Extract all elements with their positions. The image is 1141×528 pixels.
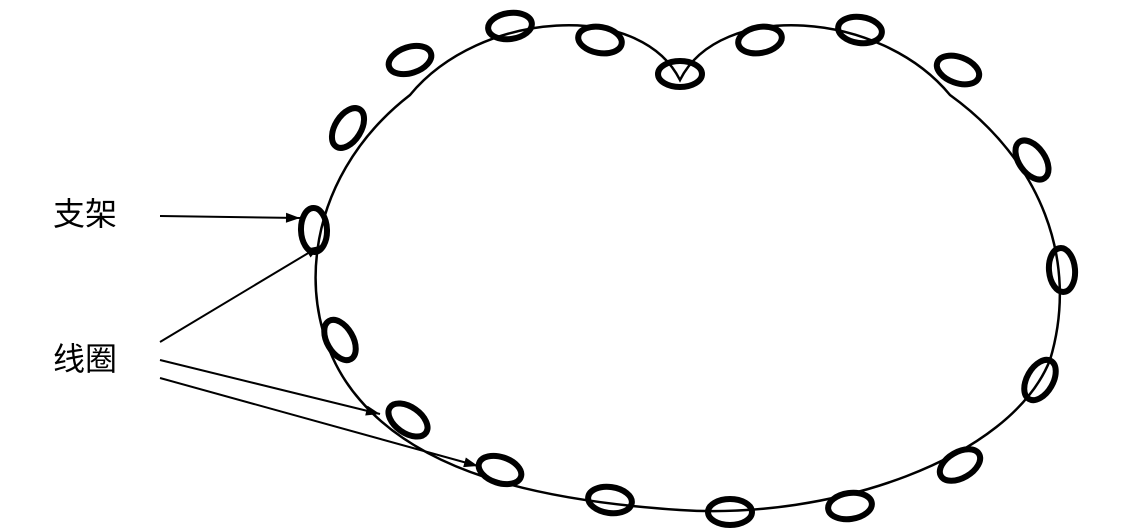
label-coil: 线圈	[53, 341, 117, 377]
label-bracket: 支架	[53, 196, 117, 232]
